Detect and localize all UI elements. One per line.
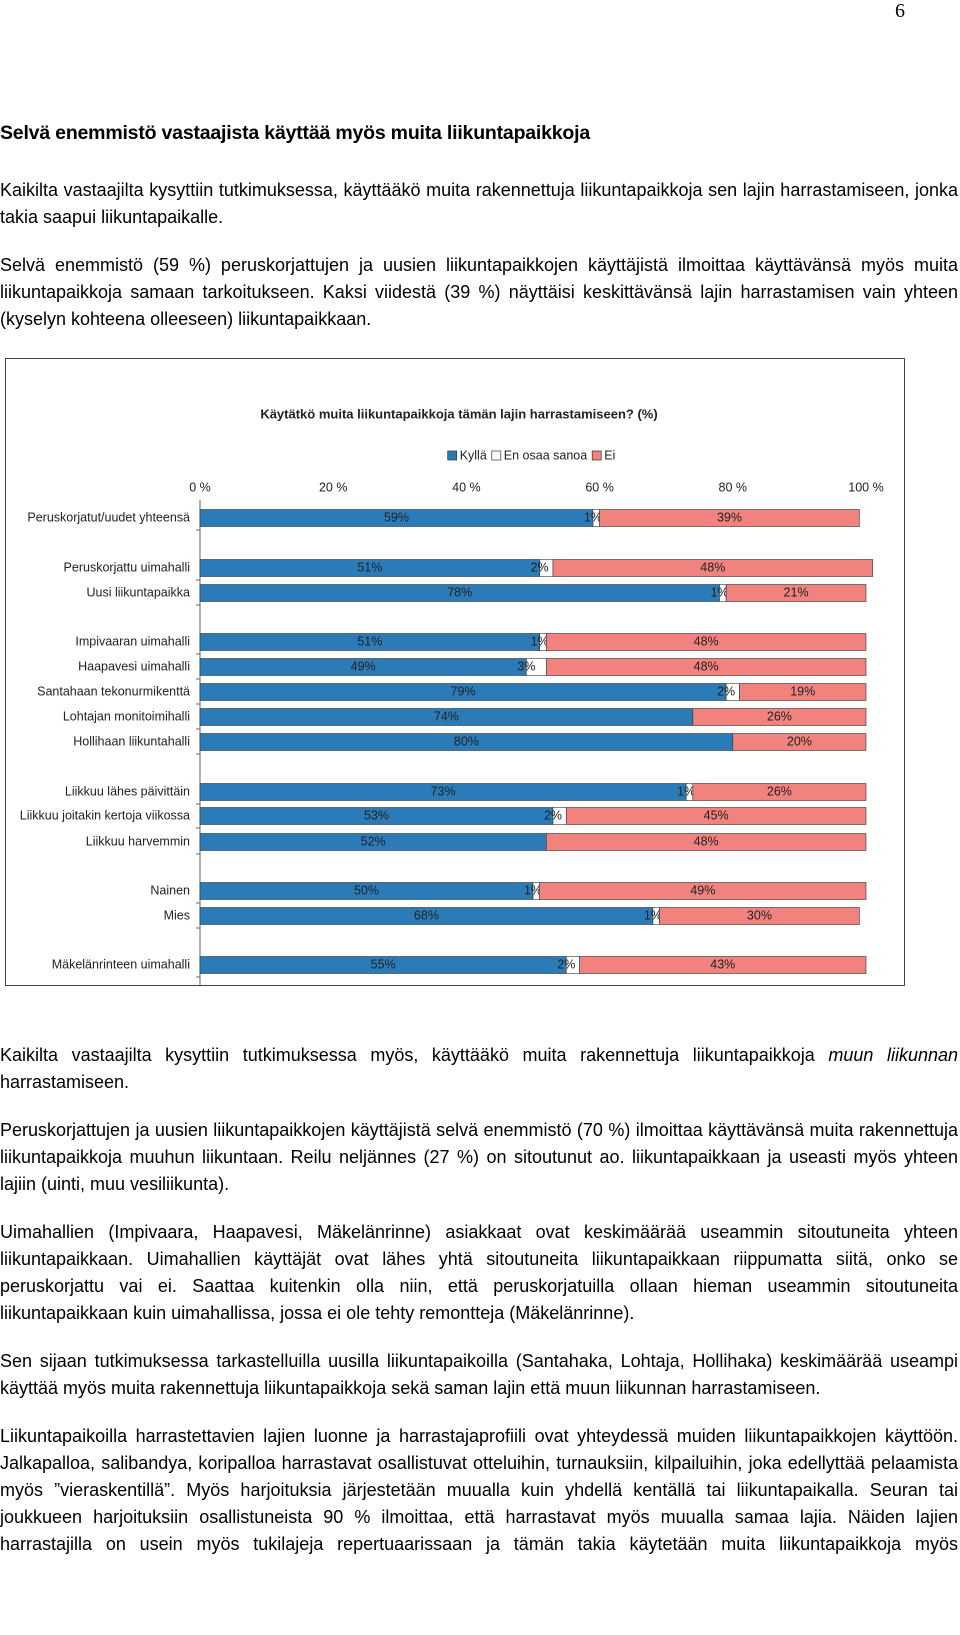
bar-segment: [725, 584, 867, 602]
bar-segment: [539, 882, 867, 900]
value-label: 3%: [517, 659, 535, 673]
value-label: 48%: [700, 560, 725, 574]
category-label: Peruskorjatut/uudet yhteensä: [27, 510, 190, 524]
x-tick-label: 80 %: [719, 480, 748, 494]
value-label: 2%: [717, 684, 735, 698]
paragraph: Kaikilta vastaajilta kysyttiin tutkimuks…: [0, 180, 958, 227]
value-label: 48%: [694, 634, 719, 648]
x-tick-label: 100 %: [848, 480, 883, 494]
chart-title: Käytätkö muita liikuntapaikkoja tämän la…: [260, 406, 657, 421]
category-label: Lohtajan monitoimihalli: [63, 709, 190, 723]
heading: Selvä enemmistö vastaajista käyttää myös…: [0, 122, 591, 144]
value-label: 1%: [644, 908, 662, 922]
value-label: 1%: [677, 784, 695, 798]
value-label: 2%: [544, 808, 562, 822]
paragraph: Uimahallien (Impivaara, Haapavesi, Mäkel…: [0, 1222, 958, 1323]
x-tick-label: 0 %: [189, 480, 211, 494]
value-label: 79%: [451, 684, 476, 698]
value-label: 48%: [694, 659, 719, 673]
bar-segment: [732, 733, 867, 751]
category-label: Mäkelänrinteen uimahalli: [52, 957, 190, 971]
value-label: 1%: [710, 585, 728, 599]
value-label: 53%: [364, 808, 389, 822]
value-label: 51%: [357, 560, 382, 574]
value-label: 52%: [361, 834, 386, 848]
paragraph: Peruskorjattujen ja uusien liikuntapaikk…: [0, 1120, 958, 1194]
category-label: Santahaan tekonurmikenttä: [37, 684, 190, 698]
legend-label: Ei: [604, 448, 615, 462]
bar-segment: [739, 683, 867, 701]
value-label: 59%: [384, 510, 409, 524]
category-label: Liikkuu harvemmin: [86, 834, 190, 848]
value-label: 20%: [787, 734, 812, 748]
paragraph: Liikuntapaikoilla harrastettavien lajien…: [0, 1426, 958, 1554]
category-label: Liikkuu joitakin kertoja viikossa: [20, 808, 190, 822]
category-label: Uusi liikuntapaikka: [86, 585, 190, 599]
value-label: 48%: [694, 834, 719, 848]
paragraph: Selvä enemmistö (59 %) peruskorjattujen …: [0, 255, 958, 329]
legend-swatch: [447, 450, 458, 461]
category-label: Haapavesi uimahalli: [78, 659, 190, 673]
value-label: 49%: [690, 883, 715, 897]
value-label: 26%: [767, 784, 792, 798]
category-label: Nainen: [150, 883, 190, 897]
text: harrastamiseen.: [0, 1072, 130, 1092]
bar-segment: [552, 559, 873, 577]
bar-segment: [546, 833, 867, 851]
value-label: 78%: [447, 585, 472, 599]
value-label: 50%: [354, 883, 379, 897]
x-tick-label: 20 %: [319, 480, 348, 494]
bar-segment: [659, 907, 860, 925]
value-label: 45%: [704, 808, 729, 822]
category-label: Impivaaran uimahalli: [75, 634, 190, 648]
value-label: 21%: [784, 585, 809, 599]
category-label: Peruskorjattu uimahalli: [64, 560, 190, 574]
value-label: 68%: [414, 908, 439, 922]
bar-segment: [565, 807, 867, 825]
value-label: 39%: [717, 510, 742, 524]
paragraph: Sen sijaan tutkimuksessa tarkastelluilla…: [0, 1351, 958, 1398]
value-label: 51%: [357, 634, 382, 648]
italic-text: muun liikunnan: [828, 1045, 958, 1065]
value-label: 2%: [557, 957, 575, 971]
value-label: 73%: [431, 784, 456, 798]
bar-segment: [546, 658, 867, 676]
value-label: 80%: [454, 734, 479, 748]
value-label: 1%: [531, 634, 549, 648]
bar-segment: [692, 708, 867, 726]
text-before: Kaikilta vastaajilta kysyttiin tutkimuks…: [0, 177, 958, 354]
value-label: 49%: [351, 659, 376, 673]
legend-swatch: [591, 450, 602, 461]
value-label: 2%: [531, 560, 549, 574]
paragraph: Kaikilta vastaajilta kysyttiin tutkimuks…: [0, 1042, 958, 1096]
bar-segment: [579, 956, 867, 974]
value-label: 1%: [584, 510, 602, 524]
category-label: Mies: [164, 908, 190, 922]
value-label: 19%: [790, 684, 815, 698]
value-label: 26%: [767, 709, 792, 723]
page-number: 6: [895, 0, 905, 22]
text-after: Kaikilta vastaajilta kysyttiin tutkimuks…: [0, 1042, 958, 1579]
category-label: Hollihaan liikuntahalli: [73, 734, 190, 748]
legend-label: Kyllä: [460, 448, 487, 462]
bar-segment: [692, 783, 867, 801]
value-label: 1%: [524, 883, 542, 897]
value-label: 30%: [747, 908, 772, 922]
bar-segment: [546, 633, 867, 651]
value-label: 74%: [434, 709, 459, 723]
text: Kaikilta vastaajilta kysyttiin tutkimuks…: [0, 1045, 815, 1065]
chart: Käytätkö muita liikuntapaikkoja tämän la…: [5, 358, 905, 986]
bar-segment: [599, 509, 860, 527]
legend-swatch: [491, 450, 502, 461]
category-label: Liikkuu lähes päivittäin: [65, 784, 190, 798]
x-tick-label: 40 %: [452, 480, 481, 494]
legend-label: En osaa sanoa: [504, 448, 587, 462]
x-tick-label: 60 %: [585, 480, 614, 494]
value-label: 55%: [371, 957, 396, 971]
value-label: 43%: [710, 957, 735, 971]
